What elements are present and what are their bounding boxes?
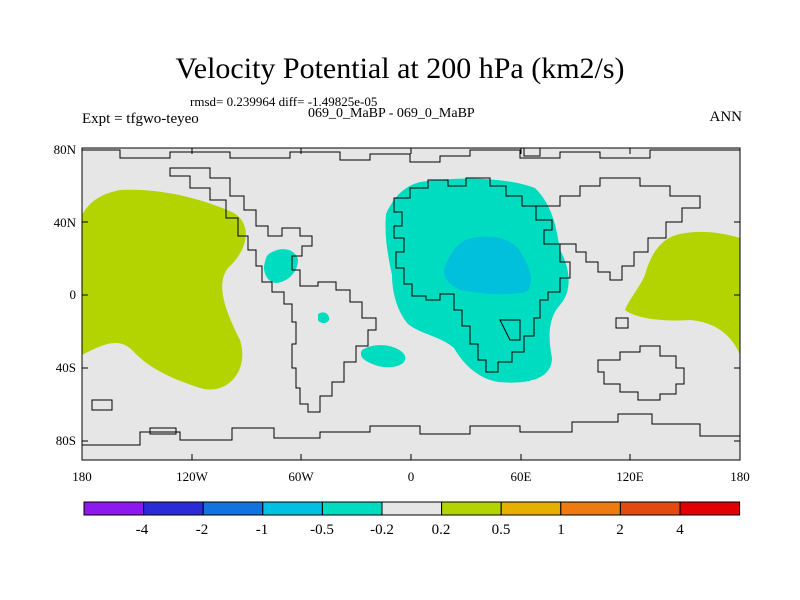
eastern-pacific-positive <box>82 189 246 390</box>
colorbar-label: 2 <box>616 522 624 538</box>
colorbar-label: -0.5 <box>310 522 334 538</box>
x-tick-label: 180 <box>72 469 92 484</box>
coastline-antarctica <box>82 413 740 446</box>
coastline-islands <box>91 148 629 435</box>
colorbar-swatch <box>202 501 264 516</box>
axis-ticks <box>81 148 741 460</box>
colorbar-swatch <box>500 501 562 516</box>
colorbar-label: 0.2 <box>432 522 451 538</box>
small-negative-spot <box>318 312 330 323</box>
colorbar-swatch <box>560 501 621 516</box>
x-tick-label: 60E <box>511 469 532 484</box>
colorbar-label: -0.2 <box>370 522 394 538</box>
coastline-arctic <box>82 149 740 163</box>
x-tick-label: 120E <box>616 469 644 484</box>
colorbar-label: -4 <box>136 522 149 538</box>
colorbar-swatch <box>262 501 323 516</box>
experiment-label: Expt = tfgwo-teyeo <box>82 111 199 127</box>
season-label: ANN <box>709 109 743 125</box>
colorbar-label: 4 <box>676 522 684 538</box>
colorbar-label: -1 <box>256 522 269 538</box>
colorbar-swatch <box>143 501 204 516</box>
colorbar-swatch <box>321 501 383 516</box>
colorbar-label: -2 <box>196 522 209 538</box>
coastlines <box>82 148 740 446</box>
colorbar-labels: -4 -2 -1 -0.5 -0.2 0.2 0.5 1 2 4 <box>136 522 685 538</box>
colorbar-label: 0.5 <box>492 522 511 538</box>
coastline-australia <box>597 345 685 401</box>
coastline-asia <box>536 177 701 281</box>
south-atlantic-negative <box>360 345 406 368</box>
western-pacific-positive <box>625 231 740 355</box>
y-tick-label: 0 <box>70 287 77 302</box>
colorbar-swatch <box>679 501 741 516</box>
y-tick-label: 80N <box>54 142 77 157</box>
caribbean-negative <box>264 249 298 283</box>
africa-core-negative <box>443 236 531 295</box>
colorbar-label: 1 <box>557 522 565 538</box>
y-tick-label: 40N <box>54 215 77 230</box>
coastline-americas <box>169 167 377 413</box>
x-tick-label: 180 <box>730 469 750 484</box>
coastline-europe-africa <box>393 177 571 373</box>
x-tick-label: 120W <box>176 469 209 484</box>
colorbar-swatch <box>619 501 681 516</box>
colorbar <box>83 501 741 516</box>
colorbar-swatch <box>441 501 502 516</box>
x-tick-label: 60W <box>288 469 314 484</box>
plot-title: Velocity Potential at 200 hPa (km2/s) <box>175 52 625 85</box>
y-tick-label: 80S <box>56 433 76 448</box>
colorbar-swatch <box>83 501 145 516</box>
x-tick-label: 0 <box>408 469 415 484</box>
y-tick-label: 40S <box>56 360 76 375</box>
case-label: 069_0_MaBP - 069_0_MaBP <box>308 106 475 121</box>
colorbar-swatch <box>381 501 443 516</box>
stats-line: rmsd= 0.239964 diff= -1.49825e-05 <box>190 94 378 109</box>
